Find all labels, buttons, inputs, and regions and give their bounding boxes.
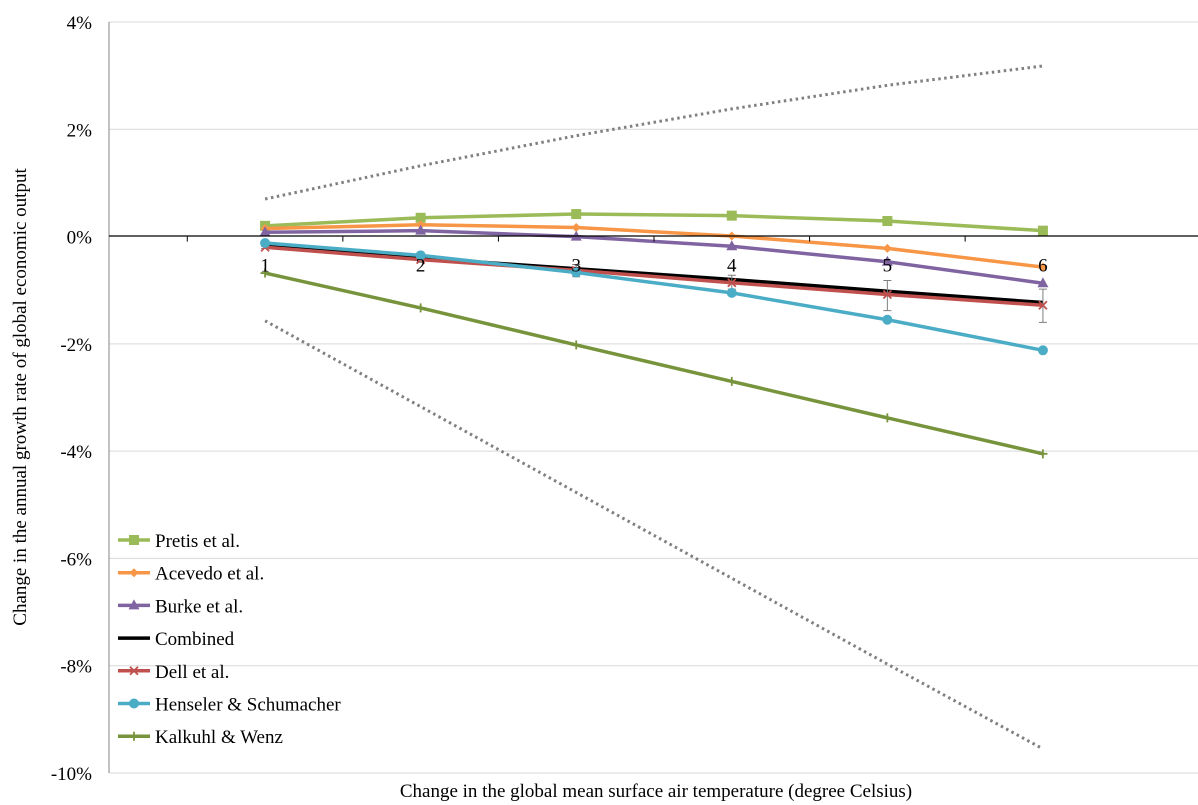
data-point (260, 268, 270, 278)
y-axis-title: Change in the annual growth rate of glob… (10, 168, 31, 626)
data-point (260, 238, 271, 249)
upper-bound-line (264, 64, 1044, 201)
series-acevedo-et-al (260, 220, 1048, 272)
data-point (1037, 225, 1048, 236)
x-tick-label: 4 (727, 256, 737, 277)
data-point (882, 289, 892, 300)
x-tick-label: 2 (416, 256, 426, 277)
data-point (1037, 345, 1048, 356)
gridlines (109, 21, 1198, 774)
x-axis-title: Change in the global mean surface air te… (400, 781, 912, 802)
y-tick-label: -6% (60, 549, 92, 570)
data-point (1038, 262, 1048, 272)
series-lines (259, 209, 1049, 459)
y-tick-label: 0% (67, 228, 93, 249)
x-tick-label: 3 (571, 256, 581, 277)
series-line-pretis-et-al (264, 212, 1044, 233)
data-point (881, 255, 893, 266)
series-line-kalkuhl-and-wenz (264, 271, 1044, 456)
data-point (415, 212, 426, 223)
series-line-henseler-and-schumacher (264, 241, 1044, 353)
data-point (882, 216, 893, 227)
y-tick-label: -8% (60, 657, 92, 678)
data-point (571, 209, 582, 220)
data-point (726, 240, 738, 251)
data-point (416, 303, 426, 313)
legend: Pretis et al. Acevedo et al. Burke et al. C… (118, 531, 341, 748)
legend-item-combined: Combined (118, 629, 235, 650)
data-point (882, 243, 892, 253)
series-kalkuhl-and-wenz (260, 268, 1048, 459)
y-tick-label: -10% (51, 764, 92, 785)
legend-label: Pretis et al. (155, 531, 240, 552)
data-point (571, 340, 581, 350)
lower-bound-line (264, 319, 1044, 751)
legend-item-henseler-and-schumacher: Henseler & Schumacher (118, 695, 341, 716)
legend-label: Burke et al. (155, 596, 243, 617)
legend-item-dell-et-al: Dell et al. (118, 662, 229, 683)
series-henseler-and-schumacher (260, 238, 1048, 356)
legend-marker (129, 535, 139, 545)
y-tick-label: -4% (60, 442, 92, 463)
y-tick-label: 4% (67, 13, 93, 34)
x-tick-label: 6 (1038, 256, 1048, 277)
data-point (726, 287, 737, 298)
data-point (571, 222, 581, 232)
y-tick-label: -2% (60, 335, 92, 356)
series-line-dell-et-al (264, 245, 1044, 307)
data-point (882, 314, 893, 325)
x-tick-label: 5 (883, 256, 893, 277)
data-point (415, 250, 426, 261)
data-point (882, 413, 892, 423)
bound-lines (264, 64, 1044, 751)
data-point (1037, 277, 1049, 288)
data-point (727, 278, 737, 288)
data-point (571, 267, 582, 278)
y-axis-tick-labels: 4% 2% 0% -2% -4% -6% -8% -10% (51, 13, 92, 785)
legend-marker (129, 698, 139, 709)
legend-label: Kalkuhl & Wenz (155, 727, 283, 748)
legend-marker (129, 666, 139, 676)
series-line-acevedo-et-al (265, 223, 1044, 269)
data-point (415, 224, 427, 235)
data-point (1038, 449, 1048, 459)
x-tick-label: 1 (260, 256, 270, 277)
legend-item-pretis-et-al: Pretis et al. (118, 531, 240, 552)
legend-item-burke-et-al: Burke et al. (118, 596, 243, 617)
data-point (726, 210, 737, 221)
data-point (727, 376, 737, 386)
legend-marker (128, 599, 140, 610)
legend-label: Acevedo et al. (155, 564, 264, 585)
legend-marker (129, 568, 139, 578)
y-tick-label: 2% (67, 120, 93, 141)
legend-label: Dell et al. (155, 662, 229, 683)
x-axis-tick-labels: 1 2 3 4 5 6 (186, 236, 1048, 277)
legend-marker (129, 731, 139, 741)
data-point (1038, 300, 1048, 310)
legend-item-acevedo-et-al: Acevedo et al. (118, 564, 264, 585)
legend-item-kalkuhl-and-wenz: Kalkuhl & Wenz (118, 727, 283, 748)
data-point (259, 226, 271, 237)
legend-label: Henseler & Schumacher (155, 695, 341, 716)
legend-label: Combined (155, 629, 235, 650)
